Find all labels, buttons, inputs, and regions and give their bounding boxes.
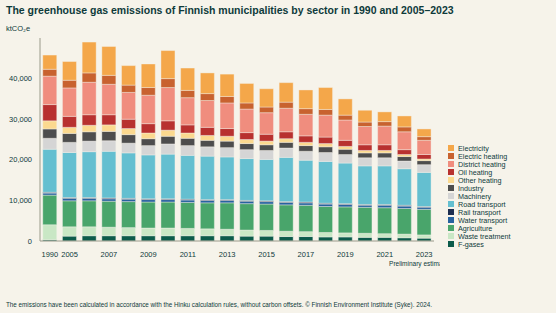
- svg-text:2013: 2013: [219, 250, 236, 259]
- svg-text:40,000: 40,000: [9, 74, 32, 83]
- svg-text:1990: 1990: [42, 250, 59, 259]
- html-text:Electric heating: Electric heating: [458, 151, 508, 161]
- html-text:Industry: Industry: [458, 183, 484, 193]
- html-text:Rail transport: Rail transport: [458, 207, 501, 217]
- svg-text:10,000: 10,000: [9, 196, 32, 205]
- svg-text:20,000: 20,000: [9, 155, 32, 164]
- svg-text:Preliminary estimates: Preliminary estimates: [389, 260, 440, 268]
- html-text:Electricity: Electricity: [458, 143, 489, 153]
- svg-text:2023: 2023: [416, 250, 433, 259]
- html-text:The emissions have been calcul: The emissions have been calculated in ac…: [6, 301, 432, 308]
- svg-text:0: 0: [28, 237, 32, 246]
- html-text:District heating: District heating: [458, 159, 506, 169]
- svg-text:2005: 2005: [61, 250, 78, 259]
- svg-text:2015: 2015: [258, 250, 275, 259]
- svg-text:2019: 2019: [337, 250, 354, 259]
- svg-text:2017: 2017: [298, 250, 315, 259]
- html-text:Oil heating: Oil heating: [458, 167, 493, 177]
- html-text:F-gases: F-gases: [458, 239, 484, 249]
- svg-text:30,000: 30,000: [9, 115, 32, 124]
- html-text:Road transport: Road transport: [458, 199, 506, 209]
- svg-text:2007: 2007: [101, 250, 118, 259]
- html-text:ktCO₂e: ktCO₂e: [6, 24, 31, 33]
- html-text:The greenhouse gas emissions o: The greenhouse gas emissions of Finnish …: [6, 4, 454, 16]
- html-text:Waste treatment: Waste treatment: [458, 231, 511, 241]
- svg-text:2011: 2011: [180, 250, 196, 259]
- svg-text:2009: 2009: [140, 250, 157, 259]
- html-text:Machinery: Machinery: [458, 191, 492, 201]
- html-text:Water transport: Water transport: [458, 215, 508, 225]
- svg-text:2021: 2021: [376, 250, 393, 259]
- html-text:Agriculture: Agriculture: [458, 223, 493, 233]
- html-text:Other heating: Other heating: [458, 175, 502, 185]
